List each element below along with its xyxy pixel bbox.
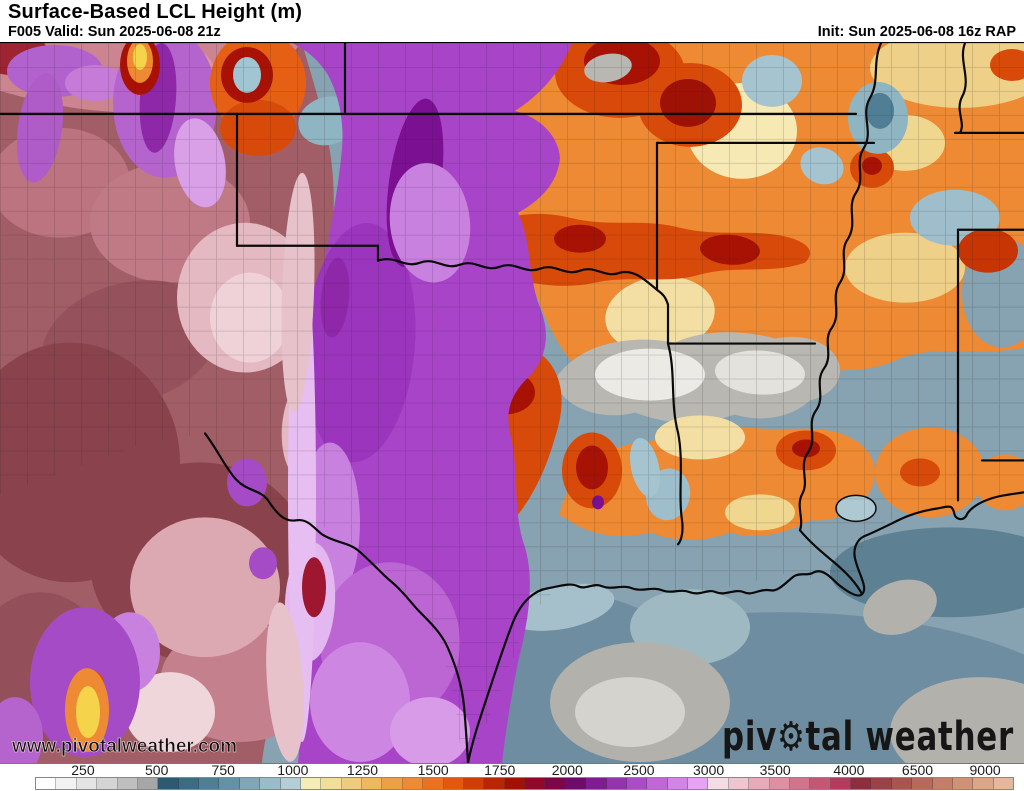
- state-borders: [0, 43, 1024, 763]
- colorbar-label-2500: 2500: [623, 762, 655, 778]
- colorbar-swatch-41: [871, 778, 892, 789]
- colorbar-swatch-25: [545, 778, 566, 789]
- colorbar-swatch-23: [504, 778, 525, 789]
- colorbar-label-1000: 1000: [277, 762, 309, 778]
- colorbar-swatch-29: [626, 778, 648, 789]
- colorbar-swatch-11: [260, 778, 281, 789]
- colorbar-label-6500: 6500: [901, 762, 934, 778]
- colorbar-swatch-31: [667, 778, 688, 789]
- colorbar-swatch-39: [830, 778, 851, 789]
- colorbar-swatch-35: [749, 778, 770, 789]
- colorbar-swatch-47: [993, 778, 1013, 789]
- colorbar-swatch-40: [851, 778, 872, 789]
- model-init-label: Init: Sun 2025-06-08 16z RAP: [817, 24, 1016, 40]
- watermark: www.pivotalweather.com: [11, 736, 237, 757]
- gulf-coastline: [466, 491, 1024, 763]
- colorbar-label-1500: 1500: [417, 762, 449, 778]
- colorbar-swatch-18: [402, 778, 424, 789]
- page-title: Surface-Based LCL Height (m): [8, 1, 303, 23]
- colorbar-label-1750: 1750: [484, 762, 516, 778]
- colorbar-swatch-15: [341, 778, 362, 789]
- colorbar-swatch-17: [382, 778, 403, 789]
- colorbar-label-1250: 1250: [346, 762, 379, 778]
- colorbar-swatches: [35, 777, 1014, 790]
- colorbar-label-250: 250: [71, 762, 95, 778]
- colorbar-label-500: 500: [144, 762, 169, 778]
- colorbar-swatch-28: [606, 778, 627, 789]
- colorbar-label-750: 750: [211, 762, 235, 778]
- colorbar-legend: 250 500 750 1000 1250 1500 1750 2000 2500 3000 350…: [0, 762, 1024, 791]
- rio-grande-river: [203, 432, 470, 763]
- colorbar-swatch-13: [300, 778, 322, 789]
- colorbar-swatch-38: [810, 778, 831, 789]
- colorbar-swatch-14: [321, 778, 342, 789]
- colorbar-swatch-8: [199, 778, 220, 789]
- colorbar-swatch-33: [708, 778, 729, 789]
- colorbar-swatch-32: [688, 778, 709, 789]
- colorbar-swatch-36: [769, 778, 790, 789]
- colorbar-swatch-22: [484, 778, 505, 789]
- colorbar-swatch-1: [56, 778, 77, 789]
- colorbar-swatch-44: [932, 778, 953, 789]
- colorbar-swatch-37: [789, 778, 811, 789]
- colorbar-swatch-2: [76, 778, 98, 789]
- colorbar-label-9000: 9000: [969, 762, 1001, 778]
- colorbar-swatch-16: [362, 778, 383, 789]
- colorbar-label-3000: 3000: [693, 762, 725, 778]
- header: Surface-Based LCL Height (m) F005 Valid:…: [0, 0, 1024, 42]
- lcl-height-map: www.pivotalweather.com piv⚙tal weather: [0, 43, 1024, 763]
- colorbar-label-4000: 4000: [833, 762, 865, 778]
- colorbar-tick-labels: 250 500 750 1000 1250 1500 1750 2000 2500 3000 350…: [0, 762, 1024, 778]
- colorbar-swatch-27: [586, 778, 607, 789]
- colorbar-swatch-46: [973, 778, 994, 789]
- colorbar-swatch-26: [565, 778, 587, 789]
- colorbar-swatch-6: [158, 778, 179, 789]
- map-canvas: www.pivotalweather.com piv⚙tal weather: [0, 42, 1024, 763]
- pivotal-weather-logo: piv⚙tal weather: [722, 714, 1014, 760]
- colorbar-swatch-12: [280, 778, 301, 789]
- colorbar-swatch-4: [117, 778, 138, 789]
- colorbar-swatch-45: [952, 778, 974, 789]
- colorbar-swatch-19: [423, 778, 444, 789]
- colorbar-swatch-42: [891, 778, 913, 789]
- colorbar-label-3500: 3500: [759, 762, 791, 778]
- colorbar-swatch-10: [239, 778, 261, 789]
- colorbar-label-2000: 2000: [551, 762, 583, 778]
- colorbar-swatch-24: [525, 778, 546, 789]
- mexico-purple-blob: [0, 607, 160, 763]
- colorbar-swatch-5: [137, 778, 159, 789]
- colorbar-swatch-9: [219, 778, 240, 789]
- colorbar-swatch-7: [178, 778, 199, 789]
- colorbar-swatch-21: [463, 778, 485, 789]
- colorbar-swatch-30: [647, 778, 668, 789]
- colorbar-swatch-34: [728, 778, 750, 789]
- colorbar-swatch-0: [36, 778, 57, 789]
- colorbar-swatch-20: [443, 778, 464, 789]
- colorbar-swatch-43: [912, 778, 933, 789]
- forecast-valid-label: F005 Valid: Sun 2025-06-08 21z: [8, 24, 221, 40]
- colorbar-swatch-3: [97, 778, 118, 789]
